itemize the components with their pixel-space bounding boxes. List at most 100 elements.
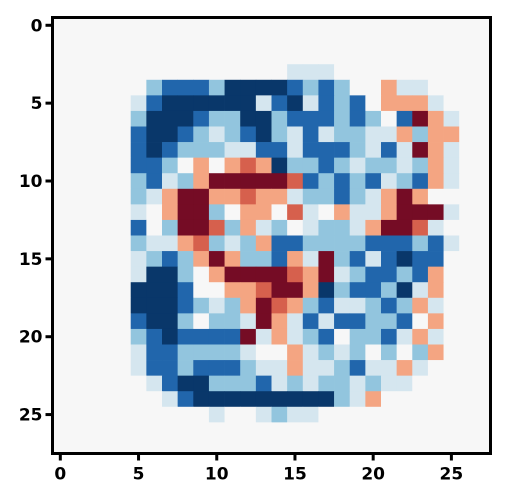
- heatmap-cell: [365, 406, 382, 423]
- heatmap-cell: [208, 142, 225, 158]
- heatmap-cell: [146, 344, 163, 361]
- heatmap-cell: [459, 328, 476, 345]
- heatmap-cell: [52, 235, 69, 252]
- heatmap-cell: [365, 95, 382, 112]
- heatmap-cell: [443, 406, 460, 423]
- heatmap-cell: [474, 251, 491, 267]
- heatmap-cell: [224, 188, 241, 205]
- heatmap-cell: [224, 422, 241, 439]
- heatmap-cell: [208, 313, 225, 330]
- heatmap-cell: [412, 173, 429, 190]
- heatmap-cell: [349, 95, 366, 112]
- heatmap-cell: [240, 48, 257, 65]
- heatmap-cell: [224, 219, 241, 236]
- heatmap-cell: [193, 95, 210, 112]
- heatmap-cell: [130, 422, 147, 439]
- heatmap-cell: [334, 204, 351, 221]
- heatmap-cell: [302, 344, 319, 361]
- heatmap-cell: [427, 110, 444, 127]
- heatmap-cell: [334, 95, 351, 112]
- heatmap-cell: [474, 297, 491, 314]
- heatmap-cell: [193, 188, 210, 205]
- heatmap-cell: [459, 79, 476, 96]
- heatmap-cell: [83, 157, 100, 174]
- heatmap-cell: [193, 219, 210, 236]
- heatmap-cell: [287, 219, 304, 236]
- heatmap-cell: [459, 360, 476, 376]
- heatmap-cell: [52, 79, 69, 96]
- heatmap-cell: [115, 204, 132, 221]
- heatmap-cell: [240, 142, 257, 158]
- heatmap-cell: [177, 437, 194, 454]
- heatmap-cell: [83, 266, 100, 283]
- heatmap-cell: [396, 375, 413, 392]
- heatmap-cell: [83, 422, 100, 439]
- heatmap-cell: [318, 375, 335, 392]
- heatmap-cell: [162, 422, 178, 439]
- heatmap-cell: [240, 126, 257, 143]
- heatmap-cell: [271, 157, 288, 174]
- heatmap-cell: [287, 157, 304, 174]
- heatmap-cell: [68, 17, 85, 34]
- heatmap-cell: [334, 344, 351, 361]
- heatmap-cell: [302, 126, 319, 143]
- heatmap-cell: [240, 437, 257, 454]
- heatmap-cell: [287, 375, 304, 392]
- heatmap-cell: [443, 17, 460, 34]
- heatmap-cell: [68, 157, 85, 174]
- heatmap-cell: [427, 235, 444, 252]
- heatmap-cell: [224, 64, 241, 81]
- y-tick-label: 5: [31, 94, 43, 114]
- heatmap-cell: [459, 17, 476, 34]
- heatmap-cell: [427, 126, 444, 143]
- heatmap-cell: [240, 95, 257, 112]
- heatmap-cell: [255, 282, 272, 299]
- heatmap-cell: [255, 219, 272, 236]
- heatmap-cell: [177, 157, 194, 174]
- heatmap-cell: [365, 126, 382, 143]
- heatmap-cell: [193, 297, 210, 314]
- heatmap-cell: [381, 110, 397, 127]
- heatmap-cell: [396, 297, 413, 314]
- heatmap-cell: [162, 157, 178, 174]
- heatmap-cell: [381, 33, 397, 49]
- heatmap-cell: [208, 406, 225, 423]
- heatmap-cell: [99, 142, 116, 158]
- heatmap-cell: [99, 110, 116, 127]
- heatmap-cell: [365, 157, 382, 174]
- heatmap-cell: [208, 297, 225, 314]
- heatmap-cell: [115, 33, 132, 49]
- heatmap-cell: [208, 282, 225, 299]
- heatmap-cell: [271, 48, 288, 65]
- heatmap-cell: [130, 142, 147, 158]
- heatmap-cell: [396, 235, 413, 252]
- heatmap-cell: [255, 375, 272, 392]
- heatmap-cell: [396, 391, 413, 408]
- heatmap-cell: [381, 313, 397, 330]
- heatmap-cell: [412, 95, 429, 112]
- heatmap-cell: [115, 110, 132, 127]
- heatmap-cell: [365, 188, 382, 205]
- heatmap-cell: [271, 297, 288, 314]
- heatmap-cell: [162, 204, 178, 221]
- heatmap-cell: [130, 282, 147, 299]
- heatmap-cell: [302, 64, 319, 81]
- heatmap-cell: [459, 33, 476, 49]
- heatmap-cell: [318, 235, 335, 252]
- heatmap-cell: [365, 48, 382, 65]
- heatmap-cell: [240, 17, 257, 34]
- heatmap-cell: [83, 375, 100, 392]
- heatmap-cell: [459, 437, 476, 454]
- heatmap-cell: [412, 422, 429, 439]
- heatmap-cell: [208, 266, 225, 283]
- heatmap-cell: [334, 33, 351, 49]
- heatmap-cell: [396, 110, 413, 127]
- heatmap-cell: [443, 79, 460, 96]
- heatmap-cell: [334, 157, 351, 174]
- heatmap-cell: [255, 437, 272, 454]
- heatmap-cell: [68, 282, 85, 299]
- heatmap-cell: [271, 344, 288, 361]
- heatmap-cell: [287, 204, 304, 221]
- heatmap-cell: [443, 422, 460, 439]
- heatmap-cell: [287, 313, 304, 330]
